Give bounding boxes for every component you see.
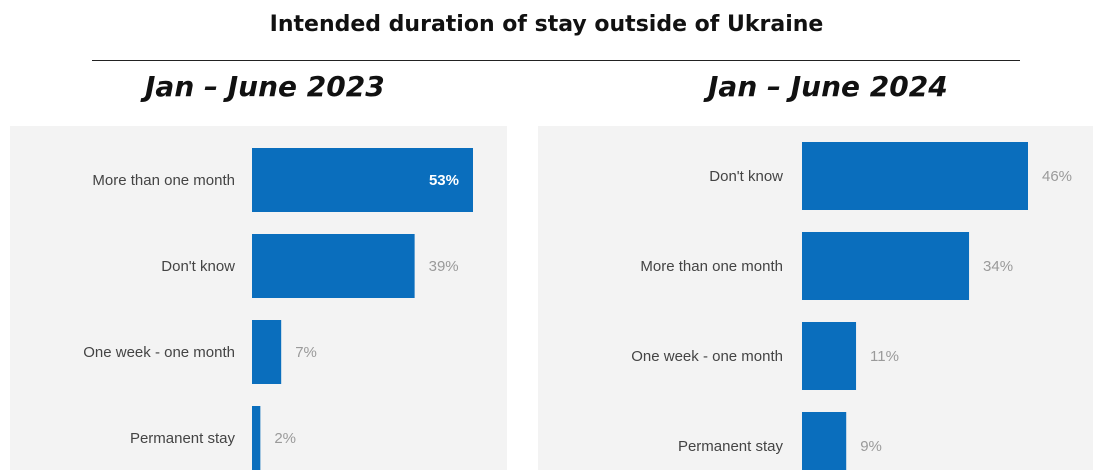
chart-panel-2023: More than one month 53% Don't know 39% One w… xyxy=(10,126,507,470)
value-label: 53% xyxy=(429,172,459,189)
value-label: 11% xyxy=(870,348,899,365)
bar-chart-2023: More than one month 53% Don't know 39% One w… xyxy=(83,148,473,470)
bar-permanent-stay xyxy=(252,406,261,470)
value-label: 2% xyxy=(274,430,296,447)
category-label: Don't know xyxy=(161,258,235,275)
category-label: Permanent stay xyxy=(130,430,236,447)
bar-chart-2024: Don't know 46% More than one month 34% One w… xyxy=(631,142,1072,475)
title-divider xyxy=(92,60,1020,61)
bar-permanent-stay xyxy=(802,412,847,475)
value-label: 46% xyxy=(1042,168,1072,185)
bar-don-t-know xyxy=(802,142,1028,210)
category-label: Don't know xyxy=(709,168,783,185)
bar-don-t-know xyxy=(252,234,415,298)
value-label: 39% xyxy=(429,258,459,275)
value-label: 34% xyxy=(983,258,1013,275)
category-label: One week - one month xyxy=(631,348,783,365)
value-label: 7% xyxy=(295,344,317,361)
category-label: More than one month xyxy=(640,258,783,275)
bar-more-than-one-month xyxy=(802,232,970,300)
value-label: 9% xyxy=(860,438,882,455)
bar-more-than-one-month xyxy=(252,148,473,212)
panel-title-2023: Jan – June 2023 xyxy=(145,70,385,103)
chart-panel-2024: Don't know 46% More than one month 34% One w… xyxy=(538,126,1093,475)
bar-one-week-one-month xyxy=(252,320,282,384)
category-label: One week - one month xyxy=(83,344,235,361)
bar-one-week-one-month xyxy=(802,322,857,390)
category-label: Permanent stay xyxy=(678,438,784,455)
panel-title-2024: Jan – June 2024 xyxy=(708,70,948,103)
chart-title: Intended duration of stay outside of Ukr… xyxy=(269,12,824,37)
category-label: More than one month xyxy=(92,172,235,189)
